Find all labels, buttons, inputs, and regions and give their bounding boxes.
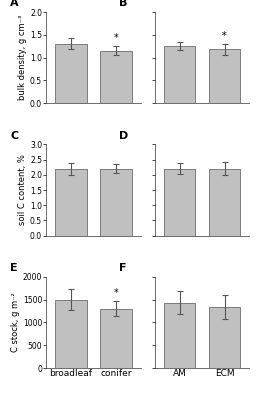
Text: *: *: [222, 31, 227, 41]
Bar: [100, 309, 132, 368]
Text: C: C: [10, 131, 19, 141]
Text: E: E: [10, 263, 18, 273]
Y-axis label: C stock, g m⁻²: C stock, g m⁻²: [11, 292, 20, 352]
Text: F: F: [119, 263, 126, 273]
Text: D: D: [119, 131, 128, 141]
Y-axis label: bulk density, g cm⁻³: bulk density, g cm⁻³: [18, 15, 27, 100]
Bar: [100, 169, 132, 236]
Bar: [209, 307, 240, 368]
Text: B: B: [119, 0, 127, 8]
Text: A: A: [10, 0, 19, 8]
Text: *: *: [114, 34, 118, 44]
Y-axis label: soil C content, %: soil C content, %: [18, 154, 27, 226]
Bar: [100, 51, 132, 103]
Bar: [164, 169, 195, 236]
Bar: [209, 169, 240, 236]
Bar: [55, 169, 87, 236]
Bar: [164, 303, 195, 368]
Bar: [55, 300, 87, 368]
Bar: [164, 46, 195, 103]
Bar: [55, 44, 87, 103]
Text: *: *: [114, 288, 118, 298]
Bar: [209, 50, 240, 103]
